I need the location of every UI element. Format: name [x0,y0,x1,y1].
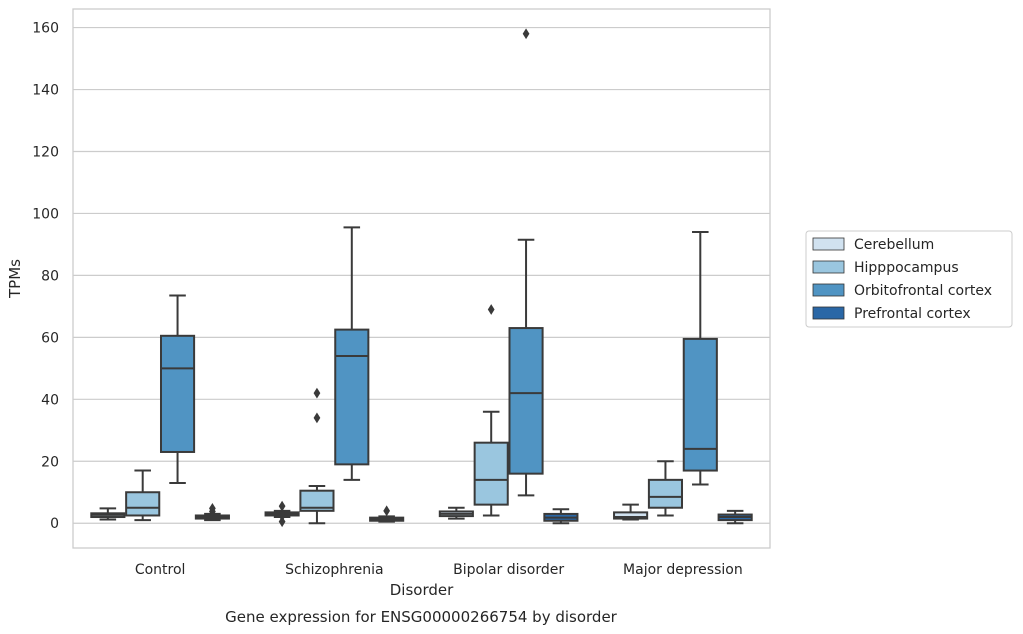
y-tick-label: 80 [41,268,59,284]
x-tick-labels: Control Schizophrenia Bipolar disorder Majo… [135,562,743,578]
box-iqr [647,478,684,509]
box-iqr [613,511,649,520]
outlier-point [313,412,321,424]
box-prefrontal-cortex-major-depression [717,509,753,525]
box-hipppocampus-schizophrenia [299,387,335,525]
box-prefrontal-cortex-control [194,502,230,522]
box-prefrontal-cortex-bipolar-disorder [543,508,579,525]
box-hipppocampus-major-depression [647,460,684,517]
x-tick-label: Control [135,562,186,578]
box-iqr [473,441,509,506]
box-iqr [682,337,718,472]
legend-swatch [812,260,845,274]
box-iqr [125,491,161,517]
box-cerebellum-control [90,507,126,521]
box-iqr [334,328,370,466]
box-iqr [508,327,544,475]
outlier-point [278,510,286,522]
y-tick-label: 140 [32,83,59,99]
y-tick-labels: 0 20 40 60 80 100 120 140 160 [32,21,59,533]
outlier-point [278,516,286,528]
outlier-point [522,28,530,40]
legend-label: Prefrontal cortex [854,306,971,322]
legend-label: Orbitofrontal cortex [854,283,992,299]
box-orbitofrontal-cortex-schizophrenia [334,226,370,481]
y-tick-label: 20 [41,454,59,470]
plot-frame [72,8,771,549]
legend-frame [805,230,1013,328]
box-cerebellum-major-depression [613,503,649,521]
box-iqr [299,489,335,512]
outlier-point [209,506,216,517]
y-tick-label: 100 [32,206,59,222]
legend-label: Cerebellum [854,237,934,253]
box-cerebellum-schizophrenia [264,500,300,528]
legend: Cerebellum Hipppocampus Orbitofrontal cort… [805,230,1013,328]
box-prefrontal-cortex-schizophrenia [369,505,405,523]
box-iqr [159,334,196,453]
x-tick-label: Bipolar disorder [453,562,564,578]
y-tick-label: 120 [32,144,59,160]
x-axis-label: Disorder [390,581,454,599]
outlier-point [313,387,321,399]
x-tick-label: Schizophrenia [285,562,383,578]
legend-swatch [812,237,845,251]
box-hipppocampus-control [125,469,161,522]
y-tick-label: 0 [50,516,59,532]
x-tick-label: Major depression [623,562,743,578]
y-tick-label: 60 [41,330,59,346]
box-orbitofrontal-cortex-major-depression [682,231,718,486]
outlier-point [278,500,286,512]
y-axis-label: TPMs [6,259,24,299]
y-tick-label: 40 [41,392,59,408]
outlier-point [383,505,391,517]
legend-label: Hipppocampus [854,260,959,276]
box-hipppocampus-bipolar-disorder [473,304,509,517]
y-tick-label: 160 [32,21,59,37]
box-orbitofrontal-cortex-control [159,294,196,484]
outlier-point [487,304,495,315]
legend-swatch [812,283,845,297]
boxes-layer [90,28,753,528]
legend-swatch [812,306,845,320]
box-orbitofrontal-cortex-bipolar-disorder [508,28,544,497]
box-cerebellum-bipolar-disorder [438,506,474,520]
chart-caption: Gene expression for ENSG00000266754 by d… [225,608,618,626]
